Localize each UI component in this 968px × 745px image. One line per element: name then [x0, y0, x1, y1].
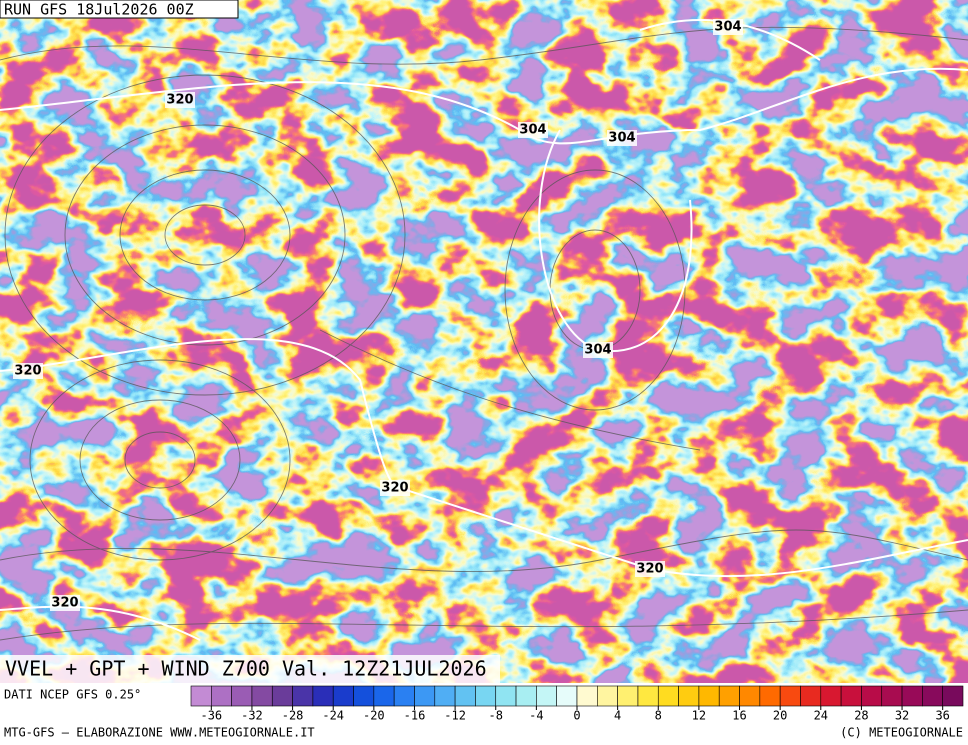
- color-box: [251, 685, 273, 707]
- color-box: [556, 685, 578, 707]
- color-box: [881, 685, 903, 707]
- color-box: [312, 685, 334, 707]
- contour-label: 320: [166, 93, 193, 108]
- color-box: [901, 685, 923, 707]
- contour-label-bg: [165, 92, 195, 108]
- data-source: DATI NCEP GFS 0.25°: [4, 688, 141, 702]
- contour-label: 304: [519, 123, 546, 138]
- tick-label: -36: [200, 709, 222, 723]
- contour-label-bg: [713, 19, 743, 35]
- tick-label: -4: [529, 709, 543, 723]
- color-box: [393, 685, 415, 707]
- color-box: [576, 685, 598, 707]
- color-box: [718, 685, 740, 707]
- tick-label: 20: [773, 709, 787, 723]
- tick-label: 16: [732, 709, 746, 723]
- contour-label: 304: [608, 131, 635, 146]
- color-box: [861, 685, 883, 707]
- color-box: [231, 685, 253, 707]
- contour-label: 320: [636, 562, 663, 577]
- tick-label: -32: [241, 709, 263, 723]
- contour-label-bg: [635, 561, 665, 577]
- tick-label: 24: [814, 709, 828, 723]
- color-box: [657, 685, 679, 707]
- contour-label: 320: [14, 364, 41, 379]
- contour-label-bg: [380, 480, 410, 496]
- color-box: [536, 685, 557, 707]
- color-box: [617, 685, 639, 707]
- wind-streamlines: [0, 26, 968, 641]
- colorbar: -36 -32 -28 -24 -20 -16 -12 -8 -4 0 4 8 12 16 20 24 28 32…: [190, 685, 964, 723]
- color-box: [190, 685, 212, 707]
- color-box: [698, 685, 720, 707]
- color-box: [332, 685, 354, 707]
- color-box: [495, 685, 517, 707]
- tick-label: 8: [655, 709, 662, 723]
- color-box: [434, 685, 456, 707]
- map-title: VVEL + GPT + WIND Z700 Val. 12Z21JUL2026: [5, 657, 487, 681]
- color-box: [678, 685, 700, 707]
- color-box: [454, 685, 476, 707]
- contour-label-bg: [13, 363, 43, 379]
- color-box: [820, 685, 842, 707]
- tick-label: 32: [895, 709, 909, 723]
- contour-label: 304: [714, 20, 741, 35]
- tick-label: 4: [614, 709, 621, 723]
- color-box: [414, 685, 436, 707]
- color-box: [739, 685, 761, 707]
- tick-label: 0: [573, 709, 580, 723]
- footer-right: (C) METEOGIORNALE: [840, 726, 963, 740]
- tick-label: -12: [444, 709, 466, 723]
- tick-label: -20: [363, 709, 385, 723]
- color-box: [759, 685, 781, 707]
- color-box: [353, 685, 375, 707]
- tick-label: 28: [854, 709, 868, 723]
- contour-label: 320: [381, 481, 408, 496]
- tick-label: -8: [489, 709, 503, 723]
- color-box: [942, 685, 964, 707]
- vertical-velocity-field: [0, 0, 968, 683]
- color-box: [292, 685, 314, 707]
- footer-left: MTG-GFS — ELABORAZIONE WWW.METEOGIORNALE…: [4, 726, 315, 740]
- color-box: [271, 685, 293, 707]
- title-box: [0, 655, 500, 683]
- color-box: [515, 685, 537, 707]
- color-box: [475, 685, 497, 707]
- tick-label: 36: [935, 709, 949, 723]
- color-box: [373, 685, 395, 707]
- contour-label-bg: [50, 595, 80, 611]
- color-box: [800, 685, 822, 707]
- color-box: [840, 685, 862, 707]
- run-label-box: [0, 0, 239, 19]
- contour-label: 320: [51, 596, 78, 611]
- contour-label: 304: [584, 343, 611, 358]
- tick-label: 12: [692, 709, 706, 723]
- color-box: [779, 685, 801, 707]
- color-box: [637, 685, 659, 707]
- color-box: [211, 685, 232, 707]
- run-label: RUN GFS 18Jul2026 00Z: [4, 1, 194, 19]
- tick-label: -24: [322, 709, 344, 723]
- color-box: [597, 685, 618, 707]
- contour-label-bg: [607, 130, 637, 146]
- contour-label-bg: [583, 342, 613, 358]
- tick-label: -16: [404, 709, 426, 723]
- contour-label-bg: [518, 122, 548, 138]
- tick-label: -28: [282, 709, 304, 723]
- color-box: [922, 685, 943, 707]
